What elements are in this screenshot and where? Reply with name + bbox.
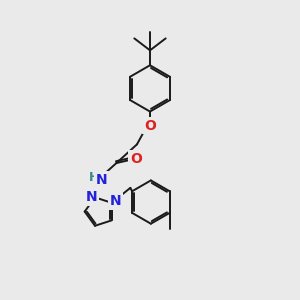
Text: O: O	[130, 152, 142, 166]
Text: N: N	[110, 194, 121, 208]
Text: O: O	[144, 119, 156, 133]
Text: N: N	[96, 173, 107, 187]
Text: N: N	[85, 190, 97, 204]
Text: H: H	[89, 172, 99, 184]
